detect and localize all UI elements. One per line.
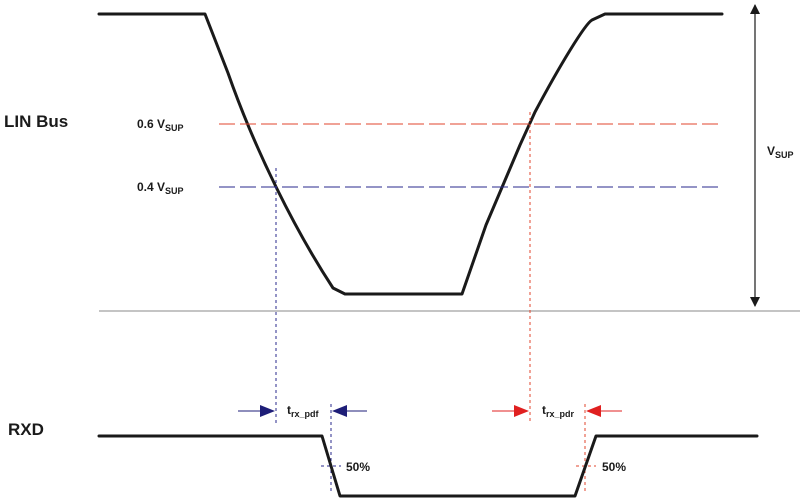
lin-bus-label: LIN Bus	[4, 112, 68, 131]
trx-pdr-arrow-left	[514, 405, 529, 417]
trx-pdf-arrow-right	[332, 405, 347, 417]
rxd-50pct-right-label: 50%	[602, 460, 626, 474]
trx-pdr-arrow-right	[586, 405, 601, 417]
vsup-label: VSUP	[767, 144, 794, 160]
trx-pdr-arrows	[492, 405, 622, 417]
threshold-0.6-label: 0.6 VSUP	[137, 117, 184, 133]
trx-pdf-arrow-left	[260, 405, 275, 417]
lin-bus-waveform	[97, 12, 724, 296]
rxd-label: RXD	[8, 420, 44, 439]
threshold-0.4-label: 0.4 VSUP	[137, 180, 184, 196]
trx-pdr-label: trx_pdr	[542, 403, 575, 419]
trx-pdf-label: trx_pdf	[287, 403, 320, 419]
rxd-waveform	[97, 434, 759, 498]
trx-pdf-arrows	[238, 405, 367, 417]
rxd-50pct-left-label: 50%	[346, 460, 370, 474]
